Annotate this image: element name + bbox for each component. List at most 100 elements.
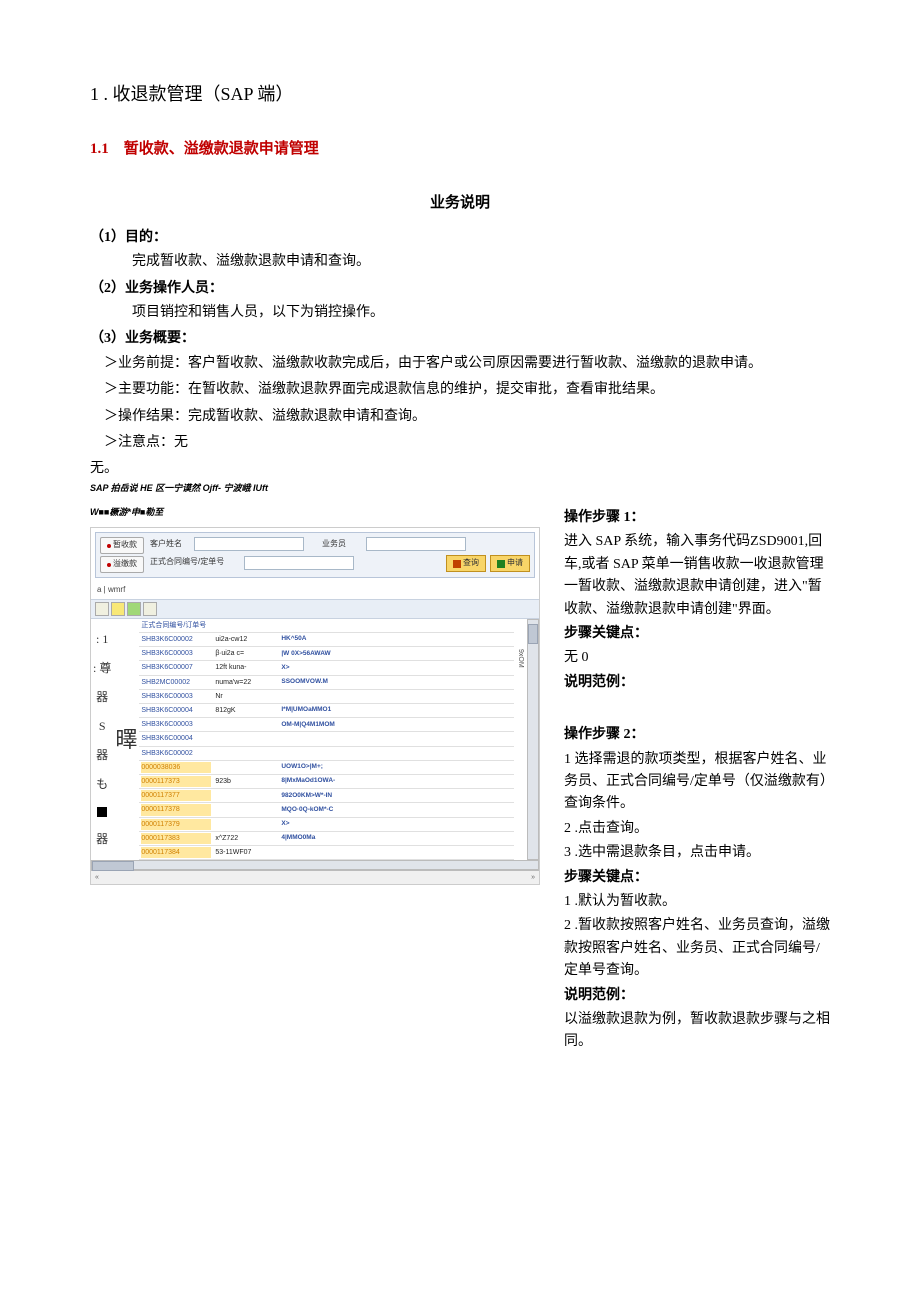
query-button[interactable]: 查询 bbox=[446, 555, 486, 572]
sap-caption-2: W■■橛游*申■勒至 bbox=[90, 505, 540, 519]
overview-label: （3）业务概要： bbox=[90, 328, 830, 350]
salesperson-label: 业务员 bbox=[322, 538, 362, 551]
side-char: 器 bbox=[96, 833, 108, 846]
table-row[interactable]: SHB3K6C00004812gKI*M|UMOaMMO1 bbox=[139, 704, 513, 718]
radio-overpay[interactable]: 溢缴款 bbox=[100, 556, 144, 573]
radio-temp-receipt[interactable]: 暂收款 bbox=[100, 537, 144, 554]
vertical-scrollbar[interactable] bbox=[527, 619, 539, 860]
cell-code: 0000117377 bbox=[141, 790, 211, 801]
step2-t3: 3 .选中需退款条目，点击申请。 bbox=[564, 842, 830, 864]
table-row[interactable]: 0000038036 UOW1O>|M+; bbox=[139, 761, 513, 775]
table-row[interactable]: 0000117384 53-11WF07 bbox=[139, 846, 513, 860]
side-big-char: 曎 bbox=[115, 722, 137, 757]
step1-heading: 操作步骤 1： bbox=[564, 507, 830, 529]
toolbar-btn-4[interactable] bbox=[143, 602, 157, 616]
overview-a: ＞业务前提：客户暂收款、溢缴款收款完成后，由于客户或公司原因需要进行暂收款、溢缴… bbox=[90, 353, 830, 375]
vertical-side-text: 9xOM bbox=[514, 619, 527, 860]
cell-right: X> bbox=[281, 819, 511, 829]
breadcrumb: a | wmrf bbox=[91, 582, 539, 599]
biz-heading: 业务说明 bbox=[90, 191, 830, 215]
cell-right: 8|MxMaOd1OWA- bbox=[281, 776, 511, 786]
step2-kp-heading: 步骤关键点： bbox=[564, 867, 830, 889]
cell-right: SSOOMVOW.M bbox=[281, 677, 511, 687]
overview-b: ＞主要功能：在暂收款、溢缴款退款界面完成退款信息的维护，提交审批，查看审批结果。 bbox=[90, 379, 830, 401]
table-row[interactable]: SHB3K6C00003 OM-M|Q4M1MOM bbox=[139, 718, 513, 732]
side-char: 器 bbox=[96, 691, 108, 704]
table-row[interactable]: SHB2MC00002numa'w=22SSOOMVOW.M bbox=[139, 676, 513, 690]
apply-button[interactable]: 申请 bbox=[490, 555, 530, 572]
step1-kp-text: 无 0 bbox=[564, 647, 830, 669]
status-right: » bbox=[531, 872, 535, 883]
purpose-label: （1）目的： bbox=[90, 227, 830, 249]
table-row[interactable]: 0000117379 X> bbox=[139, 818, 513, 832]
cell-code: 0000117383 bbox=[141, 833, 211, 844]
query-button-label: 查询 bbox=[463, 557, 479, 570]
step2-kp2: 2 .暂收款按照客户姓名、业务员查询，溢缴款按照客户姓名、业务员、正式合同编号/… bbox=[564, 915, 830, 982]
table-row[interactable]: SHB3K6C00007 12ft kuna- X> bbox=[139, 661, 513, 675]
step2-t2: 2 .点击查询。 bbox=[564, 818, 830, 840]
sap-caption-1: SAP 拍岳说 HE 区一宁谟然 Ojff- 宁波峨 IUft bbox=[90, 481, 830, 495]
cell-mid: Nr bbox=[215, 691, 277, 702]
table-row[interactable]: 0000117377982O0KM>W*-IN bbox=[139, 789, 513, 803]
step2-t1: 1 选择需退的款项类型，根据客户姓名、业务员、正式合同编号/定单号（仅溢缴款有）… bbox=[564, 749, 830, 816]
overview-c: ＞操作结果：完成暂收款、溢缴款退款申请和查询。 bbox=[90, 406, 830, 428]
side-char: : 1 bbox=[96, 633, 108, 646]
radio-temp-receipt-label: 暂收款 bbox=[113, 539, 137, 552]
table-row[interactable]: SHB3K6C00003 Nr bbox=[139, 690, 513, 704]
cell-right: UOW1O>|M+; bbox=[281, 762, 511, 772]
cell-code: 0000117384 bbox=[141, 847, 211, 858]
table-row[interactable]: 正式合同编号/订单号 bbox=[139, 619, 513, 633]
contract-no-input[interactable] bbox=[244, 556, 354, 570]
toolbar-btn-3[interactable] bbox=[127, 602, 141, 616]
table-row[interactable]: SHB3K6C00002ui2a-cw12HK^50A bbox=[139, 633, 513, 647]
side-char: 器 bbox=[96, 749, 108, 762]
table-row[interactable]: SHB3K6C00003β∙ui2a c=|W 0X>56AWAW bbox=[139, 647, 513, 661]
cell-code: 0000038036 bbox=[141, 762, 211, 773]
cell-code: 0000117379 bbox=[141, 819, 211, 830]
table-row[interactable]: SHB3K6C00002 bbox=[139, 747, 513, 761]
cell-right: OM-M|Q4M1MOM bbox=[281, 720, 511, 730]
table-row[interactable]: SHB3K6C00004 bbox=[139, 732, 513, 746]
salesperson-select[interactable] bbox=[366, 537, 466, 551]
cell-mid: β∙ui2a c= bbox=[215, 648, 277, 659]
side-char: も bbox=[96, 778, 108, 791]
cell-right: X> bbox=[281, 663, 511, 673]
toolbar-btn-1[interactable] bbox=[95, 602, 109, 616]
horizontal-scrollbar[interactable] bbox=[91, 860, 539, 870]
cell-right: MQO·0Q-kOM*-C bbox=[281, 805, 511, 815]
cell-code: SHB3K6C00002 bbox=[141, 748, 211, 759]
table-row[interactable]: 0000117383x^Z7224|MMO0Ma bbox=[139, 832, 513, 846]
toolbar-btn-2[interactable] bbox=[111, 602, 125, 616]
customer-name-input[interactable] bbox=[194, 537, 304, 551]
step2-ex-text: 以溢缴款退款为例，暂收款退款步骤与之相同。 bbox=[564, 1009, 830, 1054]
cell-mid: numa'w=22 bbox=[215, 677, 277, 688]
table-row[interactable]: 0000117378MQO·0Q-kOM*-C bbox=[139, 803, 513, 817]
status-bar: « » bbox=[91, 870, 539, 884]
cell-code: SHB3K6C00003 bbox=[141, 648, 211, 659]
cell-mid: 12ft kuna- bbox=[215, 662, 277, 673]
radio-overpay-label: 溢缴款 bbox=[113, 558, 137, 571]
cell-code: 正式合同编号/订单号 bbox=[141, 620, 211, 631]
cell-mid: x^Z722 bbox=[215, 833, 277, 844]
cell-code: SHB3K6C00002 bbox=[141, 634, 211, 645]
filter-panel: 暂收款 溢缴款 客户姓名 业务员 正式合同编号/定单号 查询 bbox=[95, 532, 535, 578]
cell-mid: 923b bbox=[215, 776, 277, 787]
cell-mid: 53-11WF07 bbox=[215, 847, 277, 858]
grid-toolbar bbox=[91, 599, 539, 619]
apply-button-label: 申请 bbox=[507, 557, 523, 570]
step2-heading: 操作步骤 2： bbox=[564, 724, 830, 746]
cell-code: SHB3K6C00003 bbox=[141, 719, 211, 730]
side-char: : 尊 bbox=[93, 662, 111, 675]
cell-code: 0000117373 bbox=[141, 776, 211, 787]
overview-d: ＞注意点：无 bbox=[90, 432, 830, 454]
step2-ex-heading: 说明范例： bbox=[564, 985, 830, 1007]
purpose-text: 完成暂收款、溢缴款退款申请和查询。 bbox=[90, 251, 830, 273]
cell-mid: 812gK bbox=[215, 705, 277, 716]
side-black-icon bbox=[97, 807, 107, 817]
cell-code: SHB3K6C00004 bbox=[141, 705, 211, 716]
cell-code: SHB3K6C00003 bbox=[141, 691, 211, 702]
cell-code: SHB3K6C00007 bbox=[141, 662, 211, 673]
table-row[interactable]: 0000117373 923b 8|MxMaOd1OWA- bbox=[139, 775, 513, 789]
status-left: « bbox=[95, 872, 99, 883]
operator-label: （2）业务操作人员： bbox=[90, 278, 830, 300]
